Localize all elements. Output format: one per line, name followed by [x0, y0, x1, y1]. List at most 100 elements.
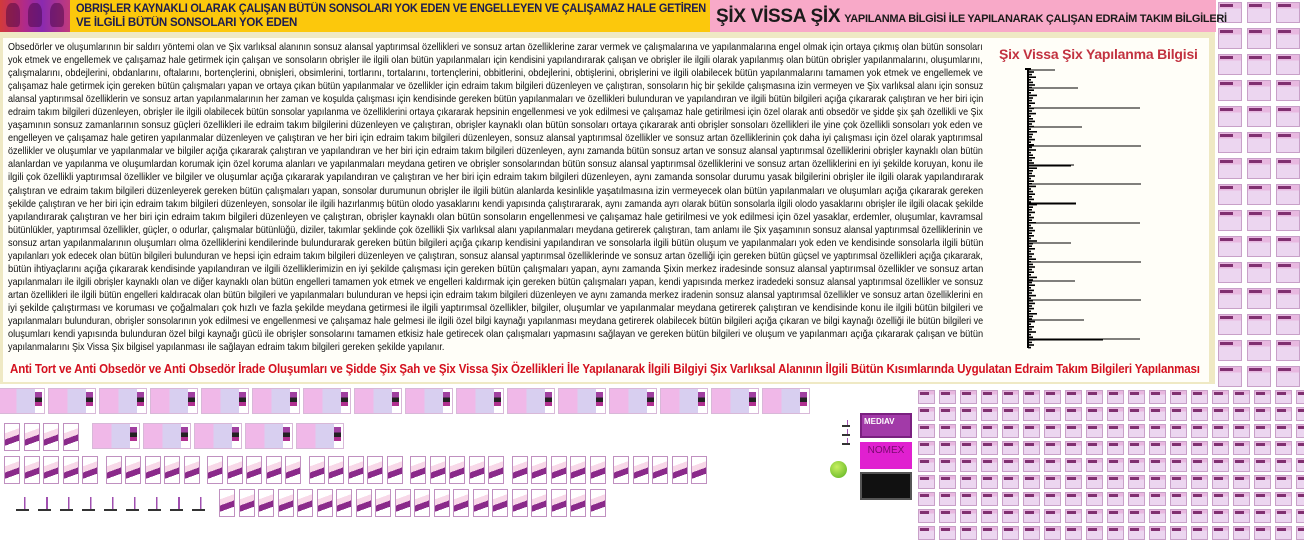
thumbnail[interactable]: [1247, 210, 1271, 231]
thumbnail[interactable]: [1044, 458, 1061, 472]
thumbnail[interactable]: [1254, 407, 1271, 421]
thumbnail[interactable]: [1276, 2, 1300, 23]
thumbnail[interactable]: [456, 388, 504, 414]
thumbnail[interactable]: [48, 388, 96, 414]
thumbnail[interactable]: [1275, 424, 1292, 438]
thumbnail[interactable]: [1149, 458, 1166, 472]
thumbnail[interactable]: [1296, 424, 1304, 438]
thumbnail[interactable]: [60, 497, 73, 511]
thumbnail[interactable]: [1149, 407, 1166, 421]
thumbnail[interactable]: [1044, 492, 1061, 506]
thumbnail[interactable]: [328, 456, 344, 484]
thumbnail[interactable]: [1275, 509, 1292, 523]
thumbnail[interactable]: [219, 489, 235, 517]
thumbnail[interactable]: [1276, 132, 1300, 153]
thumbnail[interactable]: [1275, 458, 1292, 472]
thumbnail[interactable]: [1002, 492, 1019, 506]
thumbnail[interactable]: [1247, 132, 1271, 153]
thumbnail[interactable]: [531, 456, 547, 484]
thumbnail[interactable]: [468, 456, 485, 484]
thumbnail[interactable]: [1149, 509, 1166, 523]
thumbnail[interactable]: [960, 458, 977, 472]
thumbnail[interactable]: [1296, 441, 1304, 455]
ad-banner-dark[interactable]: [860, 472, 912, 500]
thumbnail[interactable]: [1128, 458, 1145, 472]
thumbnail[interactable]: [164, 456, 180, 484]
thumbnail[interactable]: [1212, 441, 1229, 455]
thumbnail[interactable]: [939, 492, 956, 506]
thumbnail[interactable]: [939, 407, 956, 421]
thumbnail[interactable]: [1254, 441, 1271, 455]
thumbnail[interactable]: [918, 475, 935, 489]
thumbnail[interactable]: [1023, 390, 1040, 404]
thumbnail[interactable]: [1218, 366, 1242, 387]
thumbnail[interactable]: [1276, 106, 1300, 127]
thumbnail[interactable]: [488, 456, 504, 484]
thumbnail[interactable]: [711, 388, 759, 414]
thumbnail[interactable]: [277, 489, 294, 517]
thumbnail[interactable]: [511, 456, 528, 484]
thumbnail[interactable]: [1275, 526, 1292, 540]
thumbnail[interactable]: [4, 423, 20, 451]
thumbnail[interactable]: [613, 456, 629, 484]
thumbnail[interactable]: [570, 456, 586, 484]
ad-banner-mediav[interactable]: MEDIAV: [860, 413, 912, 438]
thumbnail[interactable]: [1191, 390, 1208, 404]
thumbnail[interactable]: [1218, 314, 1242, 335]
thumbnail[interactable]: [981, 390, 998, 404]
thumbnail[interactable]: [558, 388, 606, 414]
thumbnail[interactable]: [1212, 475, 1229, 489]
thumbnail[interactable]: [1086, 424, 1103, 438]
thumbnail[interactable]: [1276, 80, 1300, 101]
thumbnail[interactable]: [1023, 441, 1040, 455]
thumbnail[interactable]: [570, 489, 586, 517]
thumbnail[interactable]: [1023, 475, 1040, 489]
thumbnail[interactable]: [1254, 390, 1271, 404]
thumbnail[interactable]: [1149, 441, 1166, 455]
thumbnail[interactable]: [246, 456, 262, 484]
thumbnail[interactable]: [201, 388, 249, 414]
thumbnail[interactable]: [1296, 475, 1304, 489]
thumbnail[interactable]: [1023, 509, 1040, 523]
thumbnail[interactable]: [1170, 458, 1187, 472]
thumbnail[interactable]: [23, 456, 40, 484]
thumbnail[interactable]: [1128, 424, 1145, 438]
thumbnail[interactable]: [981, 509, 998, 523]
thumbnail[interactable]: [1023, 407, 1040, 421]
thumbnail[interactable]: [550, 489, 567, 517]
thumbnail[interactable]: [1128, 509, 1145, 523]
thumbnail[interactable]: [449, 456, 465, 484]
thumbnail[interactable]: [1212, 390, 1229, 404]
thumbnail[interactable]: [316, 489, 333, 517]
thumbnail[interactable]: [1086, 458, 1103, 472]
thumbnail[interactable]: [1247, 366, 1271, 387]
thumbnail[interactable]: [62, 456, 79, 484]
thumbnail[interactable]: [1233, 492, 1250, 506]
thumbnail[interactable]: [1002, 424, 1019, 438]
thumbnail[interactable]: [1002, 475, 1019, 489]
thumbnail[interactable]: [1275, 492, 1292, 506]
thumbnail[interactable]: [1107, 390, 1124, 404]
thumbnail[interactable]: [43, 456, 59, 484]
thumbnail[interactable]: [939, 424, 956, 438]
thumbnail[interactable]: [609, 388, 657, 414]
thumbnail[interactable]: [1086, 492, 1103, 506]
thumbnail[interactable]: [143, 423, 191, 449]
thumbnail[interactable]: [1218, 158, 1242, 179]
thumbnail[interactable]: [1107, 441, 1124, 455]
thumbnail[interactable]: [1218, 106, 1242, 127]
thumbnail[interactable]: [1002, 509, 1019, 523]
thumbnail[interactable]: [472, 489, 489, 517]
thumbnail[interactable]: [1233, 509, 1250, 523]
thumbnail[interactable]: [1128, 407, 1145, 421]
thumbnail[interactable]: [1218, 184, 1242, 205]
thumbnail[interactable]: [671, 456, 688, 484]
thumbnail[interactable]: [1065, 492, 1082, 506]
thumbnail[interactable]: [1254, 526, 1271, 540]
thumbnail[interactable]: [960, 390, 977, 404]
thumbnail[interactable]: [104, 497, 117, 511]
thumbnail[interactable]: [1128, 526, 1145, 540]
thumbnail[interactable]: [1065, 458, 1082, 472]
thumbnail[interactable]: [1107, 407, 1124, 421]
thumbnail[interactable]: [981, 407, 998, 421]
